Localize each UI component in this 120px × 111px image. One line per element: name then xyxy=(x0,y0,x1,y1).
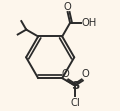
Text: OH: OH xyxy=(82,18,97,28)
Text: Cl: Cl xyxy=(70,98,80,108)
Text: O: O xyxy=(63,2,71,12)
Text: S: S xyxy=(71,80,79,91)
Text: O: O xyxy=(61,69,69,79)
Text: O: O xyxy=(81,69,89,79)
